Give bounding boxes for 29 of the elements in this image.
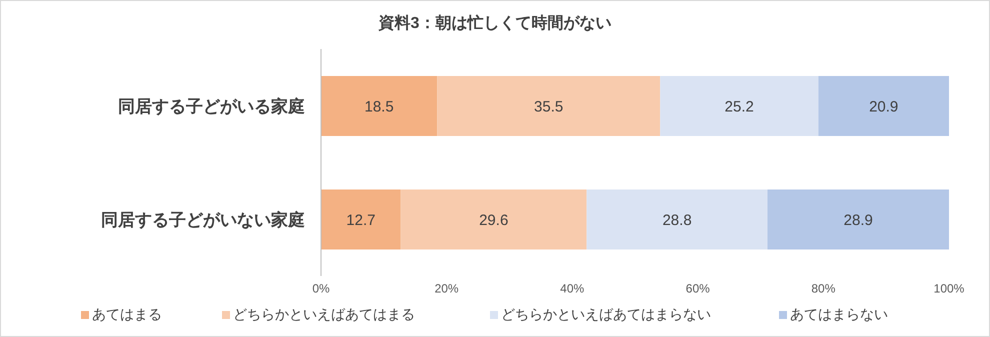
data-label: 12.7 — [346, 212, 376, 229]
x-tick-label: 100% — [934, 282, 965, 296]
chart-title: 資料3：朝は忙しくて時間がない — [378, 14, 612, 34]
bar — [818, 76, 949, 136]
x-tick-label: 40% — [560, 282, 585, 296]
bar — [321, 76, 438, 136]
bar — [586, 190, 768, 250]
legend-label: あてはまる — [92, 306, 162, 324]
bar — [660, 76, 818, 136]
data-label: 18.5 — [364, 98, 394, 116]
bar — [437, 76, 660, 136]
data-label: 29.6 — [479, 212, 508, 229]
x-tick-label: 0% — [312, 282, 330, 296]
y-tick-label: 同居する子どがいる家庭 — [118, 96, 305, 116]
legend-label: あてはまらない — [790, 306, 888, 324]
bar — [768, 190, 949, 250]
data-label: 25.2 — [724, 98, 754, 116]
x-tick-label: 80% — [811, 282, 836, 296]
data-label: 35.5 — [534, 98, 564, 116]
legend-label: どちらかといえばあてはまらない — [501, 306, 711, 324]
bar — [321, 190, 401, 250]
data-label: 28.8 — [662, 212, 692, 229]
bar — [400, 190, 587, 250]
x-tick-label: 20% — [434, 282, 459, 296]
data-label: 20.9 — [869, 98, 898, 116]
legend-label: どちらかといえばあてはまる — [233, 306, 415, 324]
x-tick-label: 60% — [686, 282, 710, 296]
data-label: 28.9 — [844, 212, 873, 229]
y-tick-label: 同居する子どがいない家庭 — [101, 210, 305, 230]
